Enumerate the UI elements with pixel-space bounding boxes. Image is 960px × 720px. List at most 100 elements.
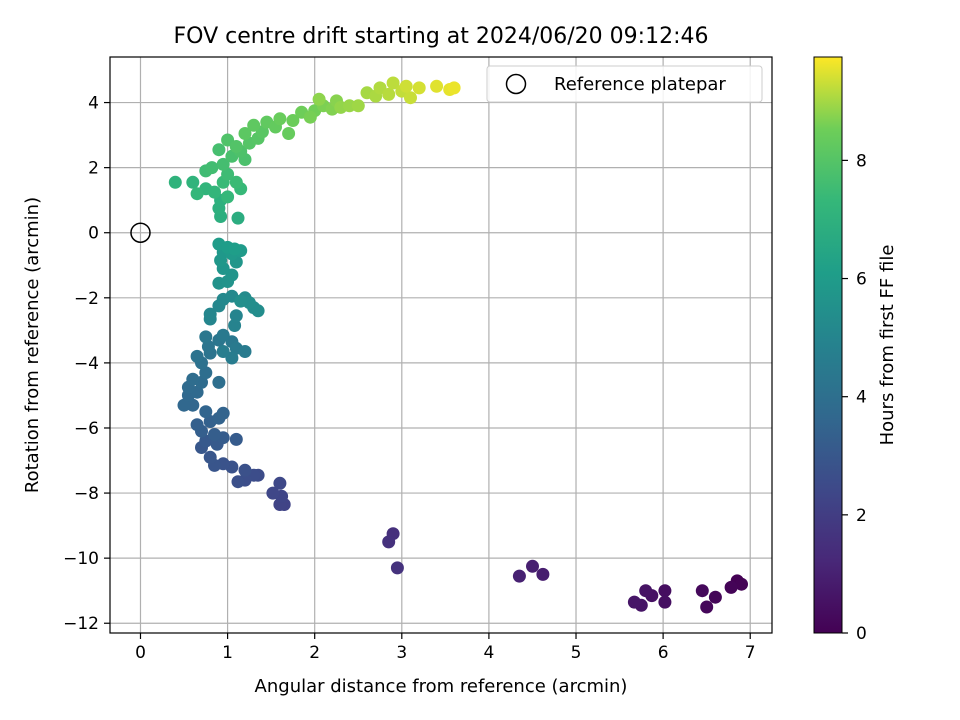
drift-point [228, 319, 242, 332]
drift-point [238, 345, 252, 358]
colorbar-tick-label: 4 [856, 388, 867, 408]
drift-point [199, 330, 213, 344]
x-tick-label: 4 [483, 643, 494, 663]
x-tick-label: 7 [745, 643, 756, 663]
drift-point [238, 127, 252, 140]
x-tick-label: 1 [222, 643, 233, 663]
colorbar-ticks: 0 2 4 6 8 [842, 151, 867, 644]
x-axis: 0 1 2 3 4 5 6 7 [135, 633, 756, 663]
drift-point [390, 561, 404, 575]
legend-label-reference: Reference platepar [554, 74, 726, 95]
x-tick-label: 0 [135, 643, 146, 663]
colorbar-gradient [813, 56, 843, 634]
drift-point [190, 349, 204, 363]
drift-point [234, 294, 248, 308]
colorbar-tick-label: 8 [856, 151, 867, 171]
drift-point [168, 175, 182, 189]
y-tick-label: −4 [74, 354, 99, 374]
drift-point [412, 81, 426, 95]
drift-point [208, 428, 221, 441]
drift-point [186, 372, 200, 386]
drift-point [208, 185, 221, 199]
y-tick-label: −8 [74, 484, 99, 504]
drift-point [639, 584, 653, 598]
drift-point [351, 99, 365, 113]
drift-point [199, 366, 213, 380]
drift-point [251, 304, 265, 318]
drift-point [724, 580, 738, 594]
drift-point [386, 76, 400, 90]
drift-point [735, 577, 748, 591]
drift-point [273, 476, 287, 490]
colorbar-label: Hours from first FF file [877, 245, 898, 446]
y-tick-label: 2 [88, 159, 99, 179]
grid [110, 57, 772, 633]
drift-point [229, 175, 243, 189]
drift-point [247, 118, 261, 132]
colorbar-tick-label: 0 [856, 624, 867, 644]
drift-point [231, 475, 245, 489]
drift-point [404, 91, 417, 105]
drift-point [203, 450, 217, 464]
drift-point [231, 211, 245, 225]
x-tick-label: 2 [309, 643, 320, 663]
drift-point [382, 535, 396, 549]
drift-point [627, 595, 641, 609]
drift-point [658, 595, 672, 609]
drift-point [430, 79, 444, 93]
drift-point [199, 405, 213, 419]
y-axis: −12 −10 −8 −6 −4 −2 0 2 4 [63, 94, 110, 634]
y-tick-label: −2 [74, 289, 99, 309]
drift-point [216, 157, 230, 171]
colorbar-tick-label: 6 [856, 270, 867, 290]
y-tick-label: 4 [88, 94, 99, 114]
x-tick-label: 5 [571, 643, 582, 663]
x-tick-label: 6 [658, 643, 669, 663]
drift-point [303, 110, 317, 124]
drift-point [700, 600, 714, 614]
x-tick-label: 3 [396, 643, 407, 663]
drift-point [228, 242, 242, 256]
drift-point [177, 398, 191, 412]
drift-point [190, 418, 204, 432]
reference-platepar-marker [130, 222, 151, 243]
drift-point [526, 559, 539, 573]
drift-point [212, 375, 226, 389]
drift-point [216, 345, 230, 358]
drift-point [238, 463, 252, 477]
drift-point [229, 140, 243, 153]
colorbar: 0 2 4 6 8 Hours from first FF file [813, 56, 898, 644]
drift-point [205, 161, 219, 175]
drift-point [186, 175, 200, 189]
drift-point [658, 584, 672, 598]
drift-point [536, 567, 550, 581]
drift-point [221, 167, 235, 181]
drift-point [190, 187, 204, 201]
drift-point [695, 584, 709, 598]
drift-point [382, 87, 396, 101]
plot-frame [109, 56, 773, 634]
drift-point [447, 81, 461, 95]
drift-point [216, 406, 230, 420]
y-tick-label: −6 [74, 419, 99, 439]
legend-box [486, 65, 763, 103]
drift-point [229, 309, 243, 323]
legend: Reference platepar [486, 65, 763, 103]
drift-point [286, 114, 300, 127]
drift-point [708, 590, 722, 604]
drift-point [229, 432, 243, 446]
drift-point [399, 79, 413, 93]
drift-point [203, 307, 217, 321]
drift-point [212, 143, 226, 157]
plot-area [130, 76, 748, 614]
drift-point [266, 486, 280, 500]
drift-point [221, 190, 235, 204]
colorbar-tick-label: 2 [856, 506, 867, 526]
drift-point [273, 112, 287, 126]
legend-marker-reference [505, 73, 527, 95]
drift-point [312, 92, 326, 106]
y-tick-label: 0 [88, 224, 99, 244]
drift-point [282, 127, 296, 140]
chart-title: FOV centre drift starting at 2024/06/20 … [174, 24, 709, 49]
